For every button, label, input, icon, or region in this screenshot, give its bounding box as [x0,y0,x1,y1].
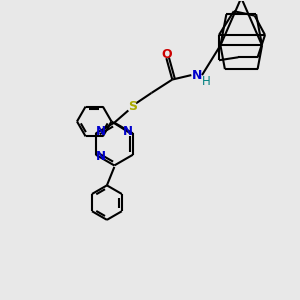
Text: O: O [161,48,172,61]
Text: N: N [96,150,106,163]
Text: N: N [191,69,202,82]
Text: H: H [202,75,211,88]
Text: S: S [128,100,137,113]
Text: N: N [122,125,133,138]
Text: N: N [96,125,106,138]
